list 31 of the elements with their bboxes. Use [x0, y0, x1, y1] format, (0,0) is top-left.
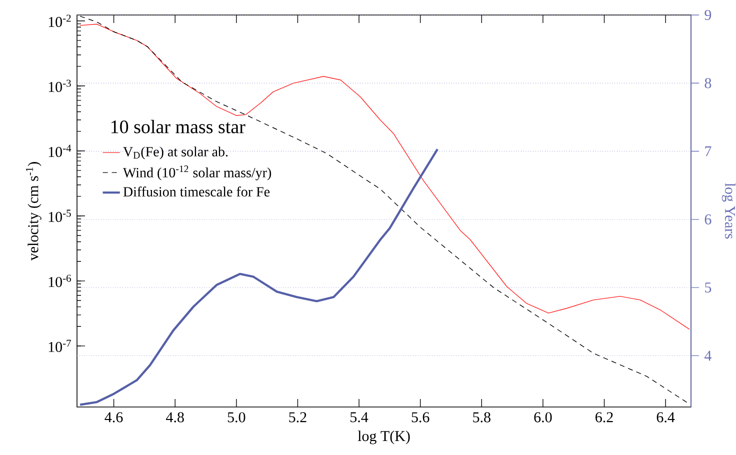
- legend-label: V$_{D}$(Fe) at solar ab.: [123, 146, 228, 160]
- y-tick-label: 10$^{-2}$: [48, 14, 71, 28]
- line-series: [78, 148, 439, 406]
- legend-label: Diffusion timescale for Fe: [123, 186, 270, 197]
- x-axis-title: log T(K): [358, 430, 410, 444]
- y2-tick-label: 4: [704, 350, 712, 361]
- y-axis-title: velocity (cm s$^{-1}$): [26, 162, 42, 261]
- x-tick-label: 5.8: [473, 412, 490, 422]
- x-tick-label: 5.2: [289, 412, 306, 422]
- y-tick-label: 10$^{-4}$: [48, 144, 72, 158]
- x-tick-label: 5.4: [350, 412, 368, 422]
- x-tick-label: 5.6: [412, 412, 430, 422]
- y2-tick-label: 8: [704, 78, 712, 88]
- x-tick-label: 4.6: [104, 412, 123, 422]
- y2-tick-label: 6: [704, 214, 712, 224]
- y-tick-label: 10$^{-3}$: [48, 80, 71, 92]
- y2-tick-label: 7: [705, 146, 712, 156]
- y-tick-label: 10$^{-5}$: [48, 210, 71, 222]
- x-tick-label: 4.8: [166, 412, 184, 422]
- x-tick-label: 6.0: [534, 412, 552, 422]
- line-series: [80, 24, 690, 330]
- y2-tick-label: 5: [705, 282, 712, 293]
- x-tick-label: 5.0: [228, 412, 246, 422]
- legend-label: Wind (10$^{-12}$ solar mass/yr): [122, 166, 272, 180]
- x-tick-label: 6.4: [656, 412, 675, 422]
- y2-axis-title: log Years: [722, 183, 736, 239]
- y-tick-label: 10$^{-7}$: [48, 340, 71, 352]
- x-tick-label: 6.2: [596, 412, 613, 422]
- legend-title: 10 solar mass star: [111, 120, 246, 134]
- y-tick-label: 10$^{-6}$: [48, 274, 71, 288]
- y2-tick-label: 9: [704, 10, 712, 20]
